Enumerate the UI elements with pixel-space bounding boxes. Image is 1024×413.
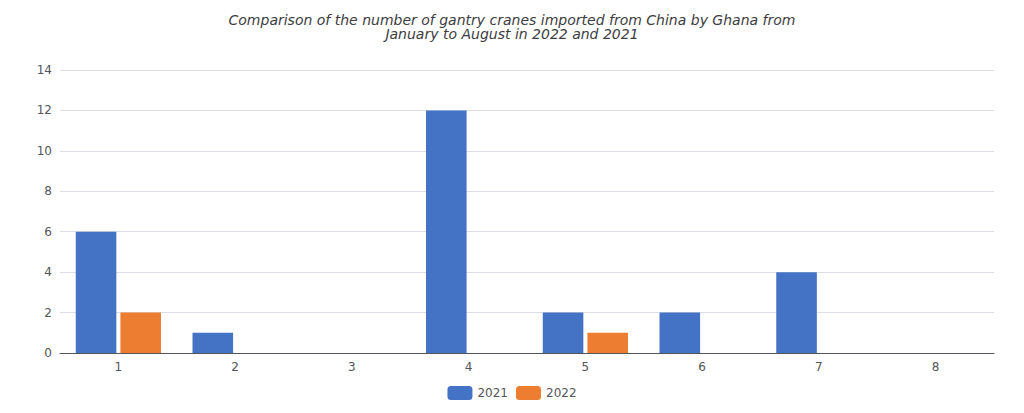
svg-text:2: 2 [44, 306, 52, 320]
svg-text:7: 7 [815, 360, 823, 374]
svg-text:10: 10 [37, 144, 52, 158]
svg-text:0: 0 [44, 346, 52, 360]
svg-text:1: 1 [115, 360, 123, 374]
svg-text:12: 12 [37, 103, 52, 117]
svg-text:5: 5 [582, 360, 590, 374]
svg-text:3: 3 [348, 360, 356, 374]
svg-text:Comparison of the number of ga: Comparison of the number of gantry crane… [228, 12, 796, 28]
svg-text:6: 6 [44, 225, 52, 239]
svg-text:January to August in 2022 and: January to August in 2022 and 2021 [382, 26, 638, 42]
svg-text:2022: 2022 [546, 386, 577, 400]
svg-text:8: 8 [932, 360, 940, 374]
svg-text:4: 4 [44, 265, 52, 279]
svg-text:14: 14 [37, 63, 52, 77]
svg-text:6: 6 [698, 360, 706, 374]
svg-text:2021: 2021 [477, 386, 508, 400]
svg-text:8: 8 [44, 184, 52, 198]
svg-text:4: 4 [465, 360, 473, 374]
svg-text:2: 2 [231, 360, 239, 374]
